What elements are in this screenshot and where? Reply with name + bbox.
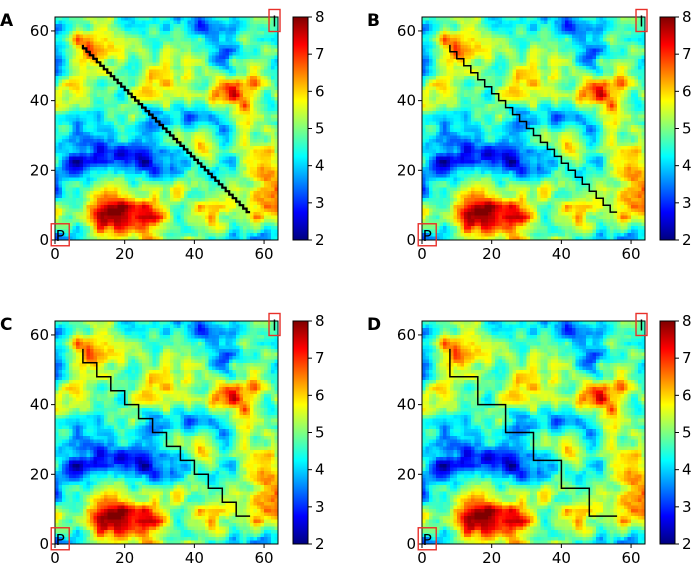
x-tick-label: 0 bbox=[50, 245, 60, 263]
x-tick-label: 60 bbox=[255, 549, 274, 567]
marker-box-i bbox=[635, 8, 648, 33]
x-tick-label: 20 bbox=[482, 549, 501, 567]
y-tick-label: 0 bbox=[39, 535, 49, 553]
x-tick-label: 60 bbox=[255, 245, 274, 263]
marker-label-i: I bbox=[639, 316, 643, 334]
path-line bbox=[81, 44, 251, 214]
y-tick-label: 0 bbox=[39, 231, 49, 249]
colorbar-tick-label: 3 bbox=[315, 194, 325, 212]
colorbar-tick-label: 2 bbox=[682, 535, 692, 553]
panel-label: B bbox=[367, 11, 380, 31]
colorbar-tick-label: 8 bbox=[315, 8, 325, 26]
marker-label-p: P bbox=[423, 531, 432, 549]
colorbar-tick-label: 4 bbox=[682, 461, 692, 479]
marker-box-p bbox=[417, 527, 437, 551]
marker-label-i: I bbox=[272, 316, 276, 334]
y-tick-label: 0 bbox=[406, 231, 416, 249]
y-tick-label: 40 bbox=[397, 396, 416, 414]
x-tick-label: 40 bbox=[185, 245, 204, 263]
x-tick-label: 60 bbox=[622, 549, 641, 567]
marker-label-p: P bbox=[423, 227, 432, 245]
colorbar-tick-label: 4 bbox=[682, 157, 692, 175]
marker-box-p bbox=[50, 223, 70, 247]
colorbar-tick-label: 7 bbox=[682, 349, 692, 367]
colorbar bbox=[293, 17, 308, 240]
y-tick-label: 60 bbox=[30, 326, 49, 344]
path-line bbox=[449, 348, 618, 517]
panel-label: A bbox=[0, 11, 14, 31]
y-tick-label: 0 bbox=[406, 535, 416, 553]
path-line bbox=[449, 44, 618, 213]
marker-box-i bbox=[268, 312, 281, 337]
x-tick-label: 0 bbox=[417, 245, 427, 263]
colorbar-tick-label: 3 bbox=[682, 498, 692, 516]
marker-box-i bbox=[268, 8, 281, 33]
x-tick-label: 0 bbox=[417, 549, 427, 567]
x-tick-label: 40 bbox=[185, 549, 204, 567]
x-tick-label: 60 bbox=[622, 245, 641, 263]
marker-label-i: I bbox=[639, 12, 643, 30]
y-tick-label: 20 bbox=[30, 465, 49, 483]
colorbar-tick-label: 8 bbox=[315, 312, 325, 330]
colorbar-tick-label: 8 bbox=[682, 312, 692, 330]
y-tick-label: 20 bbox=[397, 161, 416, 179]
y-tick-label: 60 bbox=[397, 326, 416, 344]
axes-frame bbox=[54, 320, 279, 545]
colorbar-tick-label: 4 bbox=[315, 461, 325, 479]
y-tick-label: 20 bbox=[397, 465, 416, 483]
panel-label: D bbox=[367, 315, 381, 335]
colorbar-tick-label: 4 bbox=[315, 157, 325, 175]
panel-a: A 0 20 40 60 0 20 40 60 P I 2 3 4 5 6 7 8 bbox=[0, 8, 325, 263]
x-tick-label: 0 bbox=[50, 549, 60, 567]
y-tick-label: 40 bbox=[30, 92, 49, 110]
colorbar-tick-label: 6 bbox=[315, 82, 325, 100]
panel-d: D 0 20 40 60 0 20 40 60 P I 2 3 4 5 6 7 8 bbox=[367, 312, 692, 567]
marker-box-i bbox=[635, 312, 648, 337]
y-tick-label: 60 bbox=[397, 22, 416, 40]
colorbar-tick-label: 7 bbox=[315, 349, 325, 367]
colorbar-tick-label: 8 bbox=[682, 8, 692, 26]
panel-c: C 0 20 40 60 0 20 40 60 P I 2 3 4 5 6 7 8 bbox=[0, 312, 325, 567]
x-tick-label: 40 bbox=[552, 549, 571, 567]
y-tick-label: 60 bbox=[30, 22, 49, 40]
x-tick-label: 20 bbox=[115, 549, 134, 567]
x-tick-label: 40 bbox=[552, 245, 571, 263]
colorbar-tick-label: 2 bbox=[682, 231, 692, 249]
marker-label-p: P bbox=[56, 531, 65, 549]
y-tick-label: 20 bbox=[30, 161, 49, 179]
colorbar-tick-label: 5 bbox=[682, 424, 692, 442]
colorbar-tick-label: 5 bbox=[315, 424, 325, 442]
panel-b: B 0 20 40 60 0 20 40 60 P I 2 3 4 5 6 7 8 bbox=[367, 8, 692, 263]
x-tick-label: 20 bbox=[482, 245, 501, 263]
colorbar-tick-label: 5 bbox=[682, 120, 692, 138]
colorbar bbox=[660, 321, 675, 544]
marker-box-p bbox=[417, 223, 437, 247]
colorbar bbox=[660, 17, 675, 240]
axes-frame bbox=[54, 16, 279, 241]
colorbar-tick-label: 6 bbox=[682, 386, 692, 404]
x-tick-label: 20 bbox=[115, 245, 134, 263]
colorbar-tick-label: 7 bbox=[315, 45, 325, 63]
colorbar-tick-label: 2 bbox=[315, 231, 325, 249]
panel-label: C bbox=[0, 315, 12, 335]
axes-frame bbox=[421, 16, 646, 241]
y-tick-label: 40 bbox=[397, 92, 416, 110]
marker-label-i: I bbox=[272, 12, 276, 30]
colorbar-tick-label: 7 bbox=[682, 45, 692, 63]
y-tick-label: 40 bbox=[30, 396, 49, 414]
marker-label-p: P bbox=[56, 227, 65, 245]
path-line bbox=[82, 348, 251, 517]
colorbar-tick-label: 6 bbox=[315, 386, 325, 404]
colorbar-tick-label: 3 bbox=[315, 498, 325, 516]
colorbar-tick-label: 6 bbox=[682, 82, 692, 100]
colorbar bbox=[293, 321, 308, 544]
marker-box-p bbox=[50, 527, 70, 551]
colorbar-tick-label: 5 bbox=[315, 120, 325, 138]
axes-frame bbox=[421, 320, 646, 545]
colorbar-tick-label: 3 bbox=[682, 194, 692, 212]
colorbar-tick-label: 2 bbox=[315, 535, 325, 553]
